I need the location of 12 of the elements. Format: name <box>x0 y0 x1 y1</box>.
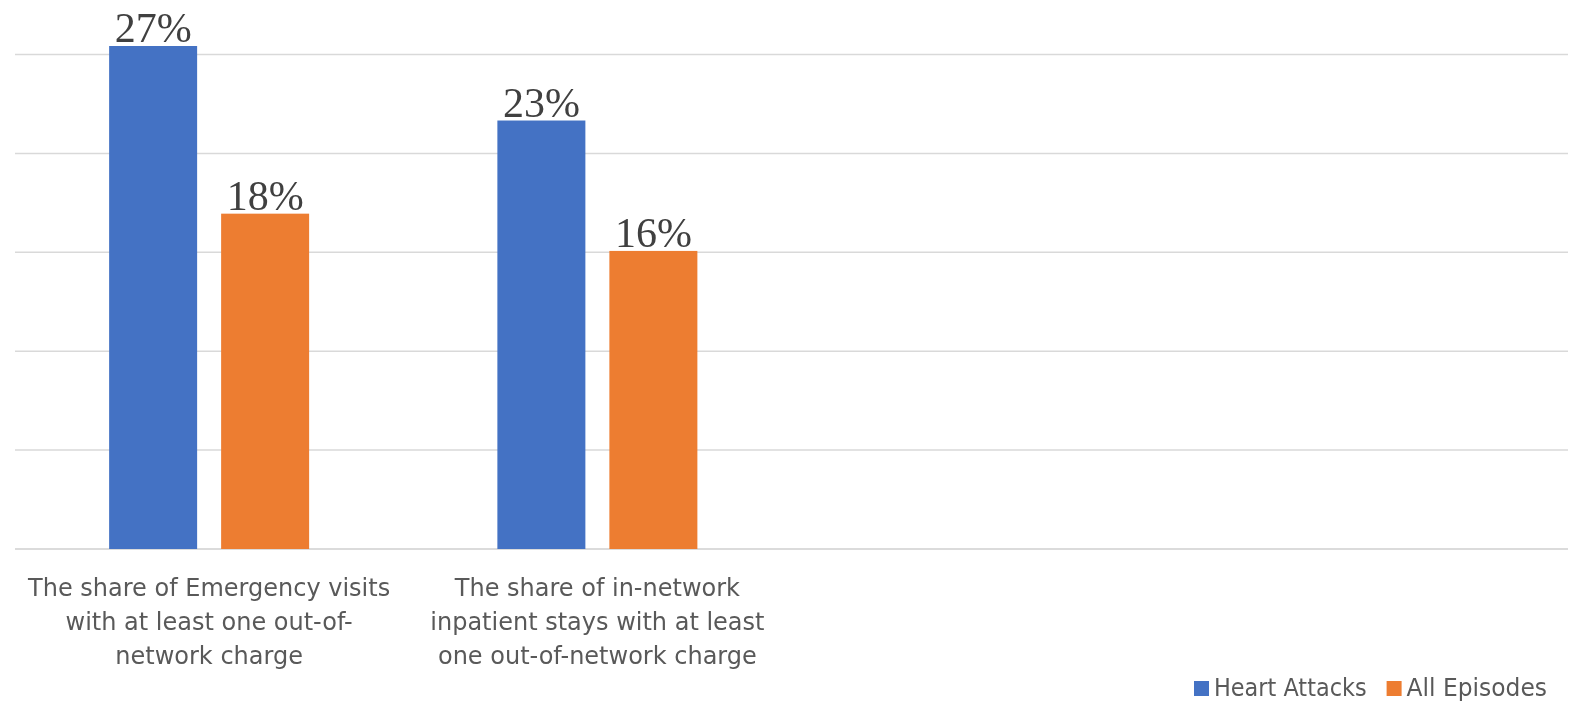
data-label: 16% <box>614 209 692 256</box>
bar <box>609 250 698 549</box>
legend-label: All Episodes <box>1406 674 1551 702</box>
bar <box>497 120 586 549</box>
bar <box>109 46 198 549</box>
x-tick-label: The share of Emergency visits with at least one out-of-network charge <box>27 574 391 670</box>
bar <box>221 213 310 549</box>
x-tick-label: The share of in-network inpatient stays with at least one out-of-network charge <box>430 574 765 670</box>
data-label: 27% <box>114 5 192 51</box>
legend-label: Heart Attacks <box>1214 674 1378 702</box>
data-label: 18% <box>226 172 304 219</box>
data-label: 23% <box>502 79 580 126</box>
